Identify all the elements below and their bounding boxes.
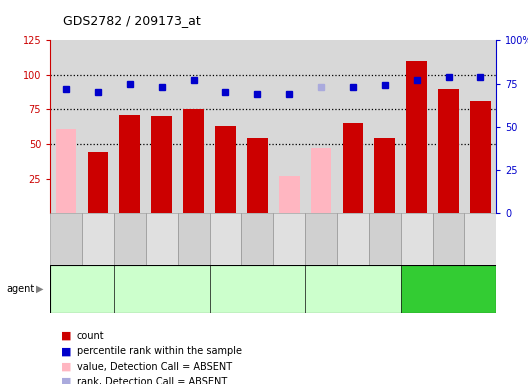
Text: rank, Detection Call = ABSENT: rank, Detection Call = ABSENT: [77, 377, 227, 384]
Text: dihydrotestoterone: dihydrotestoterone: [217, 295, 298, 304]
Text: dihydrotestoterone: dihydrotestoterone: [408, 298, 489, 307]
Bar: [369, 213, 401, 265]
Text: dihydrotestoterone: dihydrotestoterone: [313, 295, 393, 304]
Bar: [82, 213, 114, 265]
Bar: [274, 213, 305, 265]
Bar: [210, 265, 305, 313]
Bar: [438, 89, 459, 213]
Bar: [152, 116, 172, 213]
Text: count: count: [77, 331, 104, 341]
Text: ■: ■: [61, 331, 71, 341]
Bar: [310, 148, 332, 213]
Bar: [146, 213, 177, 265]
Bar: [210, 213, 241, 265]
Text: polyamide and: polyamide and: [417, 285, 480, 293]
Bar: [88, 152, 108, 213]
Bar: [215, 126, 236, 213]
Text: value, Detection Call = ABSENT: value, Detection Call = ABSENT: [77, 362, 232, 372]
Bar: [432, 213, 465, 265]
Bar: [114, 265, 210, 313]
Bar: [241, 213, 274, 265]
Bar: [305, 265, 401, 313]
Text: ■: ■: [61, 346, 71, 356]
Text: untreated: untreated: [61, 285, 103, 293]
Bar: [247, 139, 268, 213]
Text: ▶: ▶: [36, 284, 43, 294]
Bar: [406, 61, 427, 213]
Text: GDS2782 / 209173_at: GDS2782 / 209173_at: [63, 14, 201, 27]
Text: control polyamide an: control polyamide an: [308, 276, 398, 285]
Text: bicalutamide and: bicalutamide and: [221, 276, 294, 285]
Bar: [183, 109, 204, 213]
Bar: [374, 139, 395, 213]
Text: WGWWCW: WGWWCW: [426, 271, 471, 280]
Bar: [177, 213, 210, 265]
Bar: [119, 115, 140, 213]
Bar: [114, 213, 146, 265]
Bar: [50, 265, 114, 313]
Bar: [343, 123, 363, 213]
Text: percentile rank within the sample: percentile rank within the sample: [77, 346, 242, 356]
Bar: [337, 213, 369, 265]
Bar: [305, 213, 337, 265]
Bar: [465, 213, 496, 265]
Bar: [401, 213, 432, 265]
Bar: [56, 129, 77, 213]
Bar: [470, 101, 491, 213]
Text: ■: ■: [61, 362, 71, 372]
Text: agent: agent: [6, 284, 35, 294]
Bar: [279, 176, 299, 213]
Bar: [401, 265, 496, 313]
Bar: [50, 213, 82, 265]
Text: dihydrotestoterone: dihydrotestoterone: [121, 285, 202, 293]
Text: ■: ■: [61, 377, 71, 384]
